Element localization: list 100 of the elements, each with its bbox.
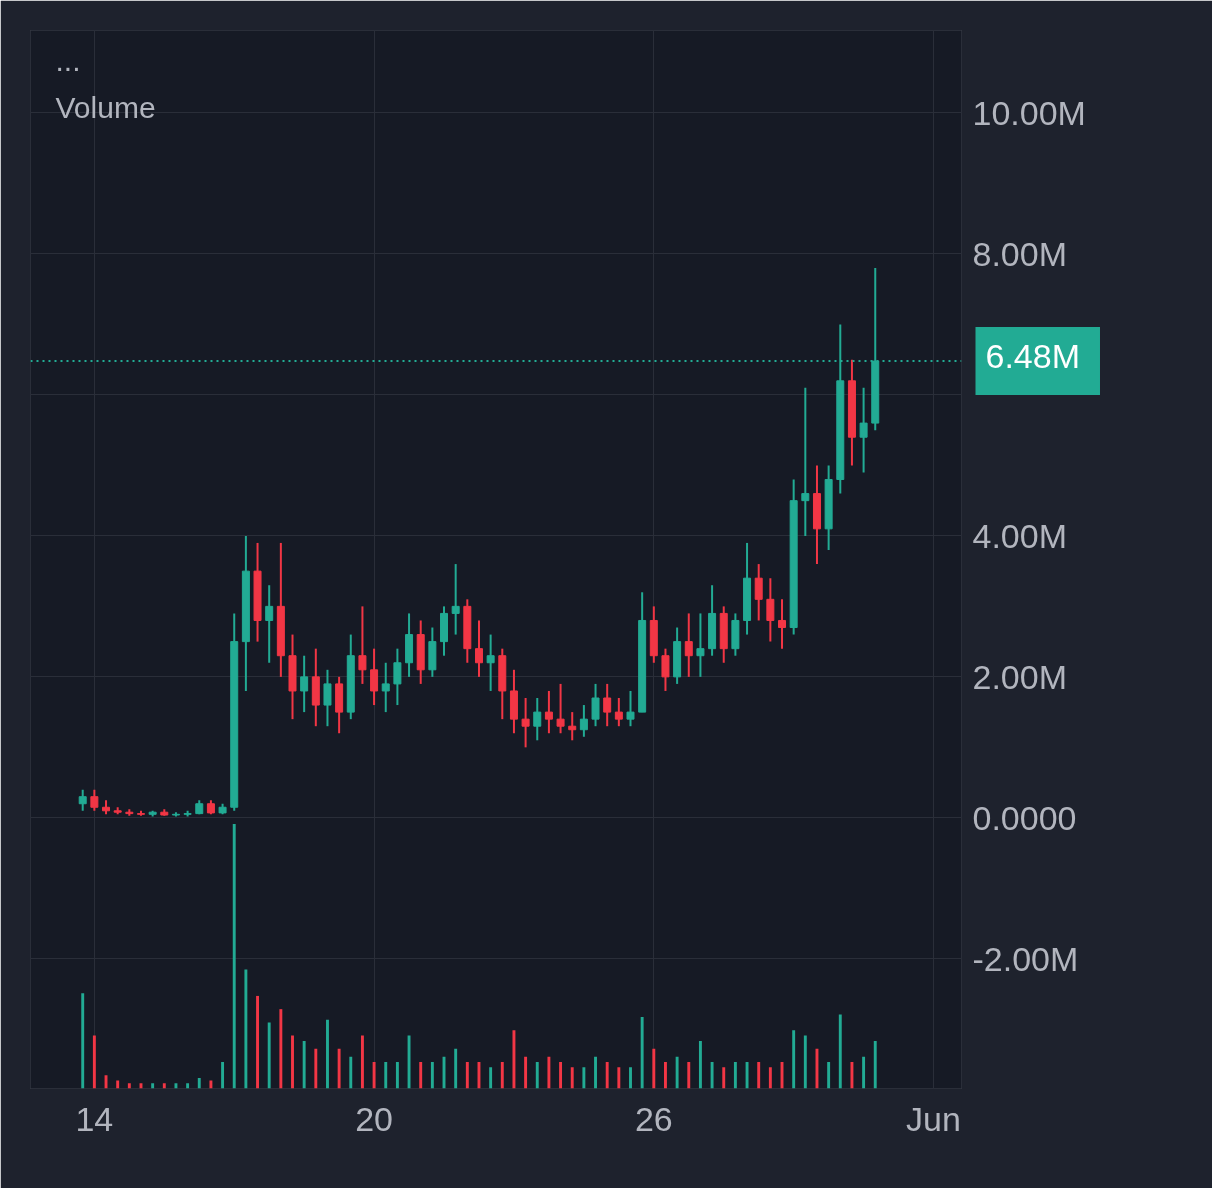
bar: [524, 1056, 528, 1089]
y-tick-label: 10.00M: [972, 93, 1086, 132]
bar: [314, 1048, 318, 1089]
bar: [174, 1083, 178, 1089]
bar: [745, 1062, 749, 1089]
bar: [803, 1035, 807, 1089]
bar: [768, 1067, 772, 1089]
bar: [349, 1056, 353, 1089]
candlestick: [778, 598, 787, 650]
candlestick: [614, 697, 623, 728]
bar: [757, 1062, 761, 1089]
bar: [605, 1062, 609, 1089]
bar: [698, 1040, 702, 1089]
bar: [244, 969, 248, 1089]
candlestick: [486, 633, 495, 692]
bar: [232, 824, 236, 1089]
bar: [617, 1067, 621, 1089]
candlestick: [754, 563, 763, 622]
candlestick: [300, 654, 309, 714]
candlestick: [591, 682, 600, 728]
y-tick-label: 8.00M: [972, 234, 1067, 273]
candlestick: [603, 682, 612, 728]
bar: [582, 1067, 586, 1089]
bar: [162, 1083, 166, 1089]
candlestick: [661, 647, 670, 692]
bar: [547, 1056, 551, 1089]
bar: [827, 1062, 831, 1089]
text: Volume: [55, 90, 156, 124]
bar: [407, 1035, 411, 1089]
candlestick: [684, 612, 693, 678]
candlestick: [544, 689, 553, 735]
bar: [116, 1080, 120, 1089]
bar: [570, 1067, 574, 1089]
bar: [221, 1062, 225, 1089]
candlestick: [393, 647, 402, 707]
bar: [197, 1077, 201, 1089]
bar: [535, 1062, 539, 1089]
bar: [372, 1062, 376, 1089]
bar: [465, 1062, 469, 1089]
candlestick: [859, 386, 868, 474]
bar: [652, 1048, 656, 1089]
bar: [850, 1062, 854, 1089]
bar: [512, 1030, 516, 1089]
candlestick: [626, 689, 635, 728]
bar: [92, 1035, 96, 1089]
y-tick-label: 4.00M: [972, 516, 1067, 555]
bar: [454, 1048, 458, 1089]
bar: [629, 1067, 632, 1089]
bar: [559, 1062, 563, 1089]
bar: [664, 1062, 667, 1089]
bar: [687, 1062, 691, 1089]
candlestick: [521, 697, 530, 749]
y-tick-label: -2.00M: [972, 939, 1079, 978]
bar: [256, 995, 259, 1089]
bar: [337, 1048, 341, 1089]
bar: [500, 1062, 504, 1089]
y-tick-label: 0.0000: [972, 798, 1077, 837]
candlestick: [556, 682, 565, 735]
annotation: ...: [55, 43, 81, 77]
bar: [209, 1080, 213, 1089]
candlestick: [323, 668, 332, 728]
bar: [302, 1040, 306, 1089]
candlestick: [801, 386, 810, 537]
x-tick-label: 26: [634, 1099, 673, 1138]
bar: [733, 1062, 737, 1089]
candlestick: [568, 711, 577, 742]
candlestick: [265, 584, 274, 664]
bar: [862, 1056, 866, 1089]
ref-line-label: 6.48M: [985, 337, 1080, 376]
bar: [81, 993, 85, 1089]
bar: [186, 1083, 190, 1089]
bar: [489, 1067, 493, 1089]
candlestick: [766, 577, 775, 643]
x-tick-label: 14: [75, 1099, 114, 1138]
bar: [640, 1017, 644, 1089]
candlestick: [696, 612, 705, 678]
candlestick: [579, 704, 588, 738]
bar: [710, 1062, 714, 1089]
x-tick-label: Jun: [906, 1099, 961, 1138]
bar: [291, 1035, 294, 1089]
candlestick: [370, 647, 379, 707]
bar: [267, 1022, 271, 1089]
bar: [395, 1062, 399, 1089]
bar: [384, 1062, 388, 1089]
candlestick: [474, 619, 483, 678]
bar: [722, 1067, 726, 1089]
bar: [127, 1083, 131, 1089]
bar: [360, 1035, 364, 1089]
bar: [279, 1009, 283, 1089]
bar: [594, 1056, 597, 1089]
candlestick: [451, 563, 460, 636]
candlestick: [90, 788, 99, 812]
candlestick: [78, 788, 87, 812]
bar: [419, 1062, 423, 1089]
bar: [792, 1030, 796, 1089]
bar: [326, 1019, 329, 1089]
candlestick: [533, 697, 542, 742]
bar: [151, 1083, 155, 1089]
bar: [430, 1062, 434, 1089]
y-tick-label: 2.00M: [972, 657, 1067, 696]
